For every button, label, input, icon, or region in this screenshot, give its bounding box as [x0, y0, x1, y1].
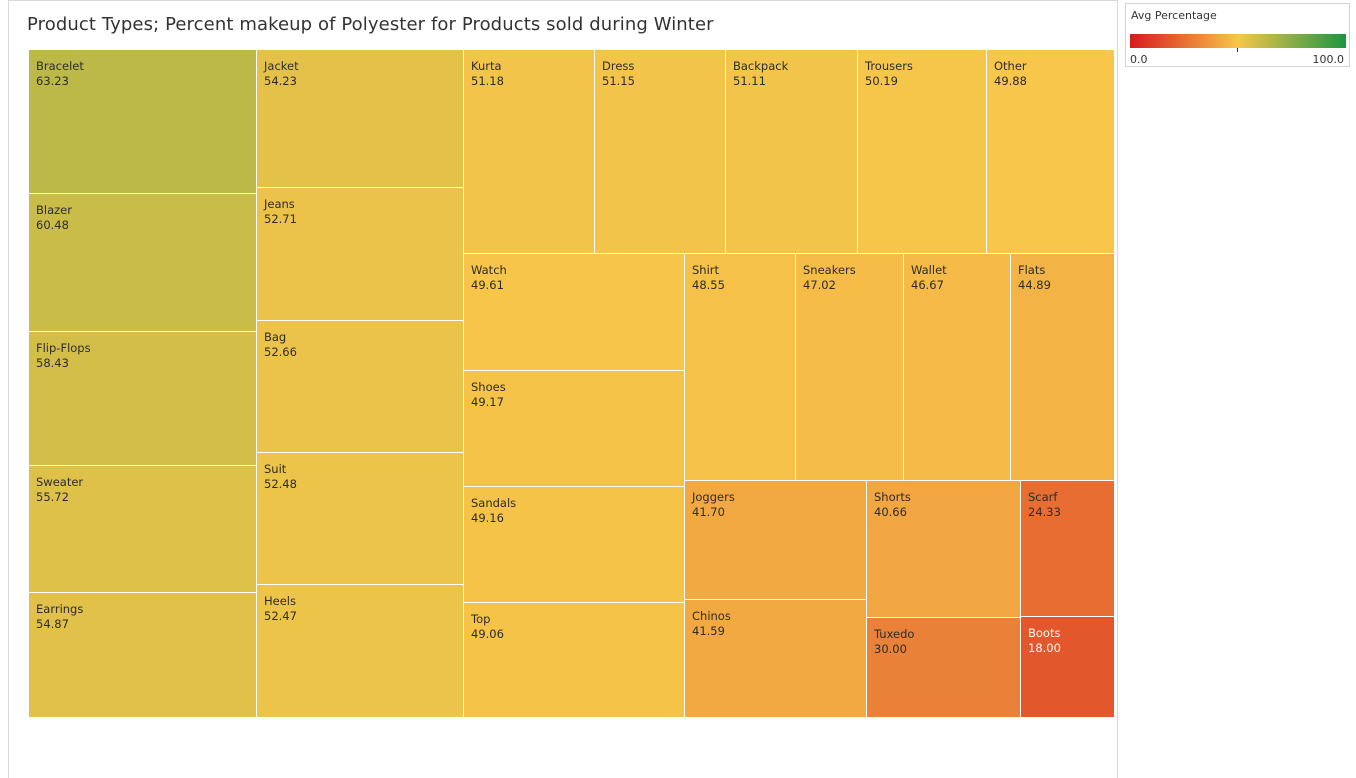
tile-label: Heels	[264, 594, 296, 608]
tile-value: 30.00	[874, 642, 907, 656]
tile-heels[interactable]: Heels 52.47	[257, 585, 464, 718]
tile-tuxedo[interactable]: Tuxedo 30.00	[867, 618, 1021, 718]
tile-value: 41.70	[692, 505, 725, 519]
tile-value: 52.47	[264, 609, 297, 623]
tile-blazer[interactable]: Blazer 60.48	[29, 194, 257, 332]
tile-value: 18.00	[1028, 641, 1061, 655]
tile-chinos[interactable]: Chinos 41.59	[685, 600, 867, 718]
tile-value: 50.19	[865, 74, 898, 88]
tile-jacket[interactable]: Jacket 54.23	[257, 50, 464, 188]
legend-midpoint-tick	[1237, 48, 1238, 52]
legend-min-label: 0.0	[1130, 53, 1148, 66]
chart-title: Product Types; Percent makeup of Polyest…	[27, 14, 714, 35]
tile-value: 49.88	[994, 74, 1027, 88]
tile-other[interactable]: Other 49.88	[987, 50, 1115, 254]
tile-label: Shorts	[874, 490, 911, 504]
tile-label: Dress	[602, 59, 635, 73]
tile-value: 52.71	[264, 212, 297, 226]
tile-label: Shirt	[692, 263, 720, 277]
tile-jeans[interactable]: Jeans 52.71	[257, 188, 464, 321]
tile-sandals[interactable]: Sandals 49.16	[464, 487, 685, 603]
tile-label: Trousers	[865, 59, 913, 73]
tile-label: Kurta	[471, 59, 502, 73]
tile-label: Chinos	[692, 609, 731, 623]
tile-value: 49.16	[471, 511, 504, 525]
tile-wallet[interactable]: Wallet 46.67	[904, 254, 1011, 481]
tile-label: Jacket	[264, 59, 299, 73]
tile-dress[interactable]: Dress 51.15	[595, 50, 726, 254]
color-legend[interactable]: Avg Percentage 0.0 100.0	[1125, 3, 1350, 67]
tile-sneakers[interactable]: Sneakers 47.02	[796, 254, 904, 481]
tile-value: 58.43	[36, 356, 69, 370]
tile-bracelet[interactable]: Bracelet 63.23	[29, 50, 257, 194]
tile-label: Bracelet	[36, 59, 84, 73]
tile-flats[interactable]: Flats 44.89	[1011, 254, 1115, 481]
tile-trousers[interactable]: Trousers 50.19	[858, 50, 987, 254]
tile-shorts[interactable]: Shorts 40.66	[867, 481, 1021, 618]
tile-label: Sweater	[36, 475, 84, 489]
tile-value: 24.33	[1028, 505, 1061, 519]
tile-label: Top	[471, 612, 491, 626]
tile-value: 49.06	[471, 627, 504, 641]
tile-value: 51.15	[602, 74, 635, 88]
tile-label: Scarf	[1028, 490, 1058, 504]
tile-label: Bag	[264, 330, 287, 344]
tile-label: Wallet	[911, 263, 947, 277]
legend-title: Avg Percentage	[1131, 9, 1217, 22]
tile-label: Watch	[471, 263, 507, 277]
treemap: Bracelet 63.23 Blazer 60.48 Flip-Flops 58.43 S…	[29, 50, 1115, 718]
tile-value: 54.23	[264, 74, 297, 88]
tile-flip-flops[interactable]: Flip-Flops 58.43	[29, 332, 257, 466]
tile-label: Shoes	[471, 380, 506, 394]
tile-value: 52.48	[264, 477, 297, 491]
tile-kurta[interactable]: Kurta 51.18	[464, 50, 595, 254]
tile-label: Tuxedo	[874, 627, 915, 641]
tile-shirt[interactable]: Shirt 48.55	[685, 254, 796, 481]
tile-value: 51.11	[733, 74, 766, 88]
tile-boots[interactable]: Boots 18.00	[1021, 617, 1115, 718]
tile-value: 60.48	[36, 218, 69, 232]
tile-label: Suit	[264, 462, 287, 476]
tile-label: Blazer	[36, 203, 72, 217]
tile-joggers[interactable]: Joggers 41.70	[685, 481, 867, 600]
tile-sweater[interactable]: Sweater 55.72	[29, 466, 257, 593]
viz-frame: Product Types; Percent makeup of Polyest…	[8, 0, 1118, 778]
tile-shoes[interactable]: Shoes 49.17	[464, 371, 685, 487]
tile-scarf[interactable]: Scarf 24.33	[1021, 481, 1115, 617]
tile-suit[interactable]: Suit 52.48	[257, 453, 464, 585]
tile-value: 63.23	[36, 74, 69, 88]
tile-earrings[interactable]: Earrings 54.87	[29, 593, 257, 718]
tile-value: 49.61	[471, 278, 504, 292]
tile-value: 44.89	[1018, 278, 1051, 292]
tile-value: 47.02	[803, 278, 836, 292]
tile-label: Backpack	[733, 59, 789, 73]
tile-label: Sandals	[471, 496, 517, 510]
tile-value: 51.18	[471, 74, 504, 88]
tile-backpack[interactable]: Backpack 51.11	[726, 50, 858, 254]
tile-value: 49.17	[471, 395, 504, 409]
tile-value: 48.55	[692, 278, 725, 292]
tile-label: Joggers	[692, 490, 735, 504]
tile-value: 55.72	[36, 490, 69, 504]
legend-max-label: 100.0	[1312, 53, 1345, 66]
tile-label: Other	[994, 59, 1027, 73]
tile-value: 54.87	[36, 617, 69, 631]
tile-label: Jeans	[264, 197, 295, 211]
tile-label: Flip-Flops	[36, 341, 91, 355]
tile-top[interactable]: Top 49.06	[464, 603, 685, 718]
tile-value: 46.67	[911, 278, 944, 292]
tile-value: 41.59	[692, 624, 725, 638]
tile-label: Flats	[1018, 263, 1046, 277]
legend-gradient-bar	[1130, 34, 1346, 48]
tile-label: Sneakers	[803, 263, 856, 277]
tile-watch[interactable]: Watch 49.61	[464, 254, 685, 371]
tile-value: 52.66	[264, 345, 297, 359]
tile-value: 40.66	[874, 505, 907, 519]
tile-bag[interactable]: Bag 52.66	[257, 321, 464, 453]
tile-label: Boots	[1028, 626, 1061, 640]
tile-label: Earrings	[36, 602, 84, 616]
